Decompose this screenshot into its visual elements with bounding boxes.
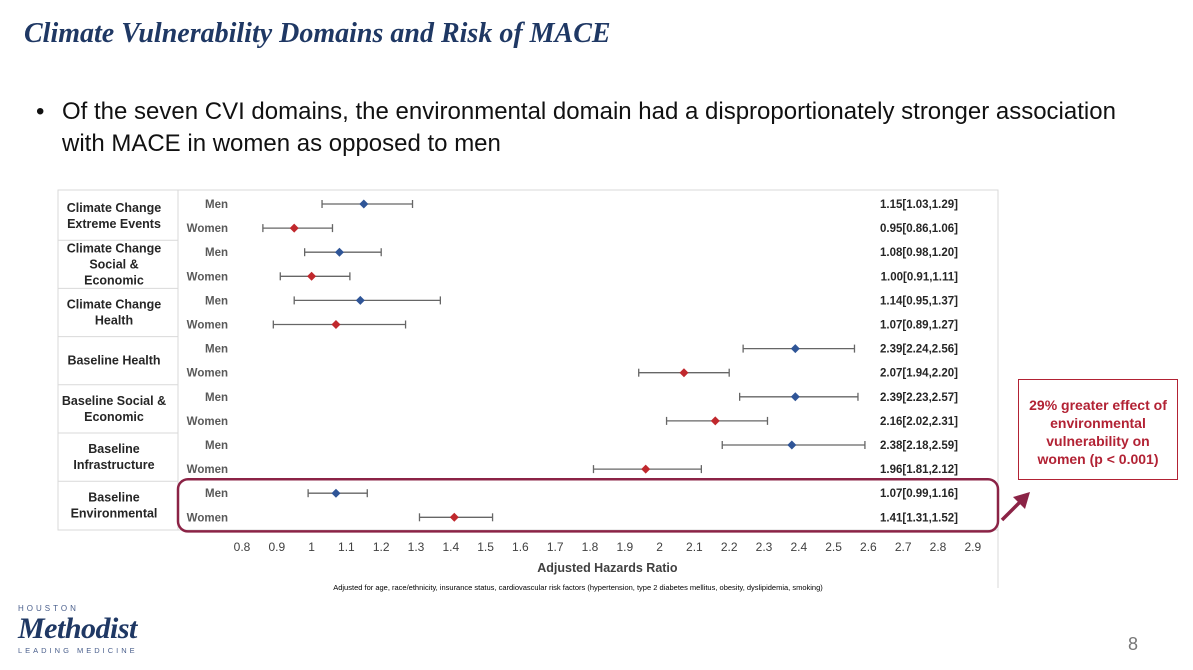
hr-value-label: 2.39[2.23,2.57] xyxy=(880,392,958,404)
x-tick-label: 1.9 xyxy=(616,540,633,554)
logo-name: Methodist xyxy=(18,612,137,645)
domain-label: Baseline xyxy=(88,442,139,456)
logo-top-text: HOUSTON xyxy=(18,604,79,613)
x-tick-label: 1.5 xyxy=(477,540,494,554)
point-women xyxy=(331,320,341,329)
point-women xyxy=(307,271,317,281)
group-label: Women xyxy=(187,368,228,380)
slide-title: Climate Vulnerability Domains and Risk o… xyxy=(24,18,611,49)
hr-value-label: 1.07[0.99,1.16] xyxy=(880,488,958,500)
group-label: Men xyxy=(205,344,228,356)
hr-value-label: 2.07[1.94,2.20] xyxy=(880,368,958,380)
domain-label: Baseline Social & xyxy=(62,394,166,408)
point-women xyxy=(449,512,459,522)
point-women xyxy=(679,368,689,378)
x-tick-label: 0.8 xyxy=(234,540,251,554)
x-tick-label: 1.7 xyxy=(547,540,564,554)
group-label: Men xyxy=(205,199,228,211)
x-tick-label: 1.4 xyxy=(442,540,459,554)
hr-value-label: 1.14[0.95,1.37] xyxy=(880,295,958,307)
callout-box: 29% greater effect of environmental vuln… xyxy=(1018,379,1178,480)
point-women xyxy=(289,223,299,233)
domain-label: Baseline Health xyxy=(67,354,160,368)
group-label: Women xyxy=(187,512,228,524)
hr-value-label: 0.95[0.86,1.06] xyxy=(880,223,958,235)
domain-label: Environmental xyxy=(71,506,158,520)
hr-value-label: 2.16[2.02,2.31] xyxy=(880,416,958,428)
domain-label: Climate Change xyxy=(67,201,162,215)
point-men xyxy=(787,440,797,450)
x-axis-title: Adjusted Hazards Ratio xyxy=(537,561,678,575)
hr-value-label: 2.39[2.24,2.56] xyxy=(880,344,958,356)
highlight-box xyxy=(176,477,1000,533)
x-tick-label: 1.6 xyxy=(512,540,529,554)
group-label: Women xyxy=(187,464,228,476)
point-women xyxy=(641,464,651,474)
x-tick-label: 2.1 xyxy=(686,540,703,554)
point-men xyxy=(790,392,800,402)
bullet-marker: • xyxy=(36,98,45,125)
domain-label: Health xyxy=(95,313,133,327)
group-label: Women xyxy=(187,416,228,428)
callout-arrow-head xyxy=(1013,492,1030,509)
point-men xyxy=(355,295,365,305)
x-tick-label: 2.2 xyxy=(721,540,738,554)
domain-label: Economic xyxy=(84,273,144,287)
group-label: Men xyxy=(205,440,228,452)
x-tick-label: 2.3 xyxy=(756,540,773,554)
hr-value-label: 2.38[2.18,2.59] xyxy=(880,440,958,452)
x-tick-label: 2.4 xyxy=(790,540,807,554)
x-tick-label: 2.9 xyxy=(964,540,981,554)
domain-label: Extreme Events xyxy=(67,217,161,231)
hr-value-label: 1.08[0.98,1.20] xyxy=(880,247,958,259)
domain-label: Infrastructure xyxy=(73,458,154,472)
x-tick-label: 2.6 xyxy=(860,540,877,554)
x-tick-label: 2 xyxy=(656,540,663,554)
x-tick-label: 2.7 xyxy=(895,540,912,554)
houston-methodist-logo: HOUSTON Methodist LEADING MEDICINE xyxy=(18,604,178,656)
x-tick-label: 2.5 xyxy=(825,540,842,554)
hr-value-label: 1.07[0.89,1.27] xyxy=(880,320,958,332)
domain-label: Social & xyxy=(89,257,138,271)
x-tick-label: 2.8 xyxy=(930,540,947,554)
point-men xyxy=(331,488,341,498)
x-tick-label: 1.3 xyxy=(408,540,425,554)
x-tick-label: 1.1 xyxy=(338,540,355,554)
point-women xyxy=(710,416,720,426)
group-label: Women xyxy=(187,320,228,332)
group-label: Men xyxy=(205,392,228,404)
group-label: Women xyxy=(187,271,228,283)
point-men xyxy=(359,199,369,209)
hr-value-label: 1.96[1.81,2.12] xyxy=(880,464,958,476)
domain-label: Baseline xyxy=(88,490,139,504)
logo-tagline: LEADING MEDICINE xyxy=(18,646,138,655)
page-number: 8 xyxy=(1128,634,1139,654)
domain-label: Climate Change xyxy=(67,297,162,311)
x-tick-label: 0.9 xyxy=(268,540,285,554)
hr-value-label: 1.00[0.91,1.11] xyxy=(881,271,959,283)
x-tick-label: 1 xyxy=(308,540,315,554)
domain-label: Climate Change xyxy=(67,241,162,255)
point-men xyxy=(790,344,800,354)
x-tick-label: 1.2 xyxy=(373,540,390,554)
hr-value-label: 1.41[1.31,1.52] xyxy=(880,512,958,524)
domain-label: Economic xyxy=(84,410,144,424)
group-label: Men xyxy=(205,295,228,307)
footnote: Adjusted for age, race/ethnicity, insura… xyxy=(333,583,823,592)
bullet-text: Of the seven CVI domains, the environmen… xyxy=(62,98,1116,157)
hr-value-label: 1.15[1.03,1.29] xyxy=(880,199,958,211)
x-tick-label: 1.8 xyxy=(582,540,599,554)
group-label: Men xyxy=(205,247,228,259)
group-label: Women xyxy=(187,223,228,235)
group-label: Men xyxy=(205,488,228,500)
point-men xyxy=(334,247,344,257)
